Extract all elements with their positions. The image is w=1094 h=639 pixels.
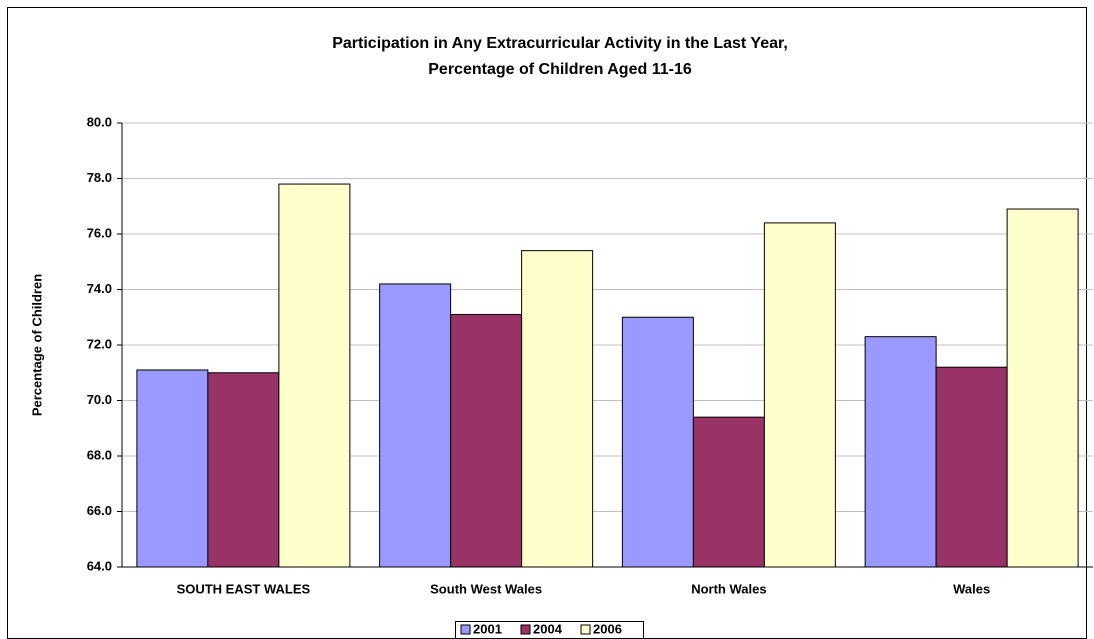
legend-swatch bbox=[520, 624, 531, 635]
x-tick-label: Wales bbox=[953, 581, 990, 596]
bar bbox=[521, 250, 594, 568]
y-tick-label: 70.0 bbox=[87, 392, 112, 407]
y-tick-label: 74.0 bbox=[87, 281, 112, 296]
x-tick-label: South West Wales bbox=[430, 581, 542, 596]
bar bbox=[692, 416, 765, 568]
bar bbox=[864, 336, 937, 568]
y-tick-label: 68.0 bbox=[87, 447, 112, 462]
y-tick-label: 78.0 bbox=[87, 170, 112, 185]
bar bbox=[278, 183, 351, 568]
legend-label: 2006 bbox=[593, 621, 622, 636]
y-tick-label: 80.0 bbox=[87, 114, 112, 129]
bar bbox=[379, 283, 452, 568]
x-tick-label: SOUTH EAST WALES bbox=[177, 581, 311, 596]
y-axis-title: Percentage of Children bbox=[29, 274, 44, 416]
bar bbox=[763, 222, 836, 568]
legend-label: 2004 bbox=[533, 621, 563, 636]
bar bbox=[136, 369, 209, 568]
x-tick-label: North Wales bbox=[691, 581, 766, 596]
bar bbox=[450, 313, 523, 568]
chart-subtitle: Percentage of Children Aged 11-16 bbox=[428, 61, 692, 78]
y-tick-label: 64.0 bbox=[87, 558, 112, 573]
y-tick-label: 66.0 bbox=[87, 503, 112, 518]
y-tick-label: 76.0 bbox=[87, 225, 112, 240]
bar bbox=[207, 372, 280, 568]
y-tick-label: 72.0 bbox=[87, 336, 112, 351]
legend-swatch bbox=[460, 624, 471, 635]
bar bbox=[1006, 208, 1079, 568]
legend-label: 2001 bbox=[473, 621, 502, 636]
bar bbox=[621, 316, 694, 568]
legend-swatch bbox=[580, 624, 591, 635]
chart-title: Participation in Any Extracurricular Act… bbox=[332, 35, 788, 52]
bar bbox=[935, 366, 1008, 568]
